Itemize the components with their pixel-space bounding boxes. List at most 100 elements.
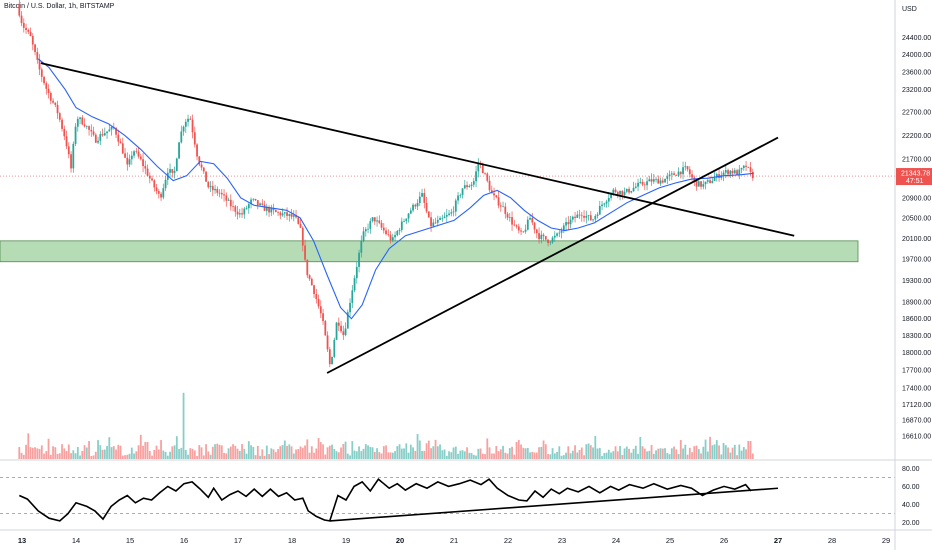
trendline-layer[interactable] [40,62,795,374]
descending-resistance-trendline[interactable] [40,62,795,237]
volume-bar [506,453,509,459]
candle-body [43,76,45,84]
candle-body [634,186,637,188]
candle-body [565,222,567,226]
candle-body [702,184,705,187]
candle-body [688,169,691,175]
candle-body [468,186,471,188]
candle-body [205,171,207,182]
candle-body [58,113,61,120]
candle-body [648,179,651,182]
candle-body [340,325,342,332]
oscillator-pane[interactable] [0,477,895,522]
volume-bar [353,450,356,459]
volume-bar [430,448,432,459]
volume-bar [666,453,669,459]
volume-bar [448,451,450,459]
volume-bar [340,447,342,459]
volume-bar [234,445,237,459]
candle-body [549,242,552,244]
volume-bar [162,450,165,459]
candle-body [418,196,421,203]
candle-body [733,170,736,174]
volume-bar [313,452,315,459]
candle-body [628,188,630,193]
candle-body [317,298,320,307]
volume-bar [722,442,725,459]
candle-body [200,164,203,168]
volume-bar [232,444,234,459]
oscillator-axis[interactable]: 80.00 60.00 40.00 20.00 [902,466,920,527]
volume-bar [700,453,702,459]
volume-bar [558,446,561,459]
volume-bar [112,446,115,459]
candle-body [315,294,318,299]
volume-bar [90,455,93,459]
volume-bar [713,444,716,459]
candle-body [434,222,437,224]
volume-bar [110,447,113,459]
candle-body [153,180,156,188]
candle-body [398,229,401,231]
volume-bar [184,450,187,459]
candle-body [308,275,311,279]
time-tick-label: 19 [342,536,350,545]
volume-bar [664,448,666,459]
candle-body [409,210,412,214]
candle-body [182,126,185,132]
price-axis[interactable]: USD 24400.00 24000.00 23600.00 23200.00 2270… [902,6,931,440]
volume-bar [364,444,367,459]
volume-bar [241,444,243,459]
volume-bar [398,444,401,459]
volume-bar [344,441,347,459]
volume-bar [106,446,108,459]
candle-body [180,131,183,143]
price-tick-label: 17400.00 [902,385,931,392]
candle-body [553,235,556,238]
candle-body [529,217,531,220]
oscillator-levels [0,477,895,514]
time-tick-label: 20 [396,536,404,545]
volume-bar [331,444,333,459]
volume-bar [148,451,151,459]
time-tick-label: 22 [504,536,512,545]
volume-bar [749,441,752,459]
volume-bar [522,447,525,459]
candle-body [450,212,453,214]
volume-bar [650,444,653,459]
volume-bar [101,449,104,459]
candle-body [700,181,702,187]
volume-bar [191,448,194,459]
ascending-support-trendline[interactable] [326,136,779,374]
candle-body [751,171,754,179]
volume-bar [292,453,295,459]
candle-body [133,151,135,156]
candle-body [306,259,309,276]
volume-bar [574,445,576,459]
volume-bar [306,439,309,459]
candle-body [214,188,216,191]
volume-bar [342,444,345,459]
oscillator-trendline[interactable] [329,487,779,522]
oscillator-line-layer [18,478,752,522]
volume-bar [418,440,421,459]
candle-body [587,215,590,216]
candle-body [70,154,72,169]
candle-body [270,208,273,213]
volume-bar [715,440,718,459]
candle-body [38,59,41,70]
candle-body [72,143,75,169]
candle-body [337,322,340,326]
volume-bar [454,446,457,459]
oscillator-trendline-layer[interactable] [329,487,779,522]
time-axis[interactable]: 13 14 15 16 17 18 19 20 21 22 23 24 25 26 27 28 29 [18,536,890,545]
volume-bar [135,451,138,459]
candle-body [99,134,102,141]
candle-body [556,233,558,236]
volume-bar [511,446,513,459]
volume-bar [742,447,745,459]
volume-bar [362,448,365,459]
volume-bar [142,445,144,459]
price-pane[interactable] [0,0,895,459]
